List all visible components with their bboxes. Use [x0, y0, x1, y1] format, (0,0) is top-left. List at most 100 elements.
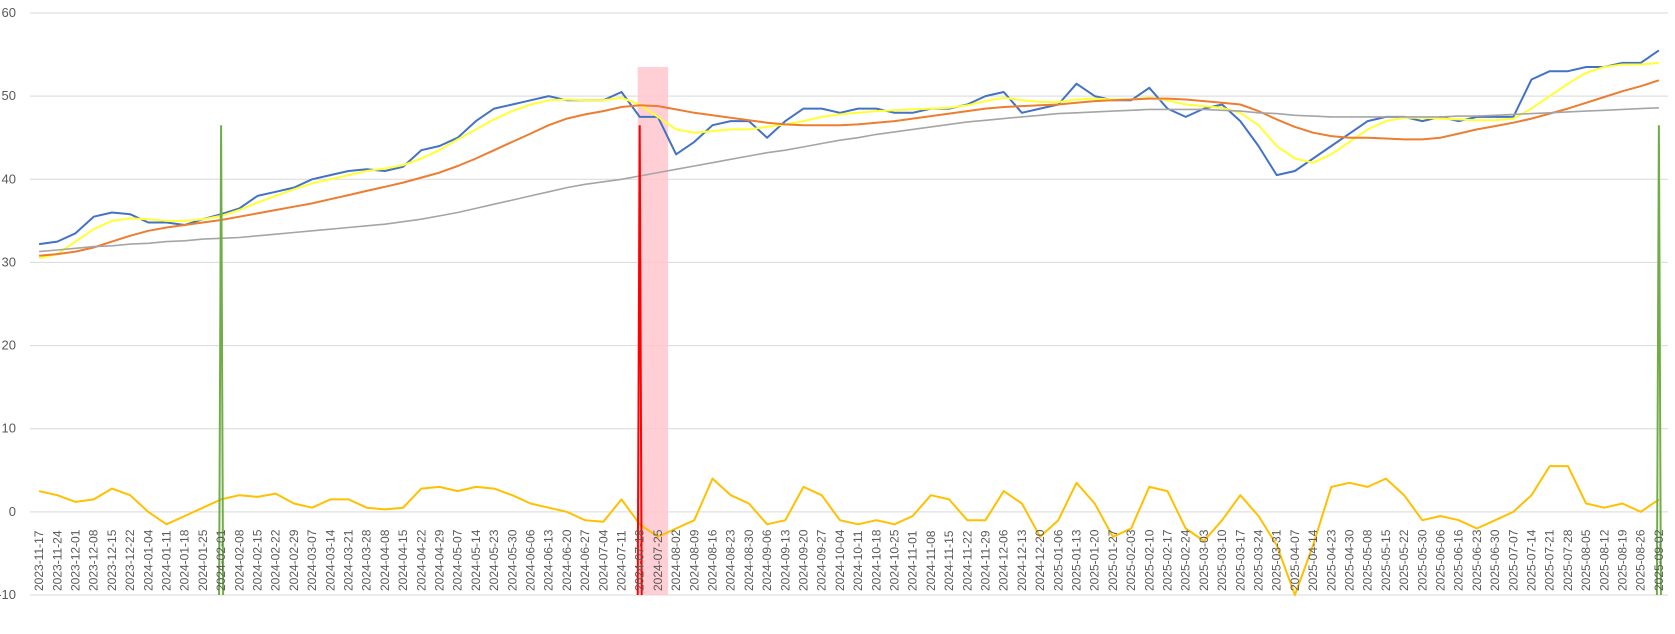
x-tick-label: 2023-11-17: [32, 530, 46, 591]
x-tick-label: 2024-03-14: [323, 529, 337, 591]
x-tick-label: 2024-01-25: [196, 529, 210, 591]
x-tick-label: 2024-07-25: [651, 529, 665, 591]
x-tick-label: 2025-04-30: [1343, 529, 1357, 591]
x-tick-label: 2024-06-06: [524, 529, 538, 591]
x-tick-label: 2025-06-30: [1488, 529, 1502, 591]
x-tick-label: 2025-04-14: [1306, 529, 1320, 591]
x-tick-label: 2024-06-27: [578, 529, 592, 591]
series-line-price: [38, 49, 1660, 246]
gridlines: [30, 12, 1668, 596]
x-tick-label: 2024-05-07: [451, 529, 465, 591]
x-tick-label: 2025-03-31: [1270, 529, 1284, 591]
series-lines: [38, 49, 1660, 596]
x-tick-label: 2023-12-22: [123, 529, 137, 591]
x-tick-label: 2024-12-13: [1015, 529, 1029, 591]
x-tick-label: 2024-02-29: [287, 529, 301, 591]
x-tick-label: 2024-07-04: [596, 529, 610, 591]
x-tick-label: 2025-02-10: [1142, 529, 1156, 591]
x-tick-label: 2025-03-10: [1215, 529, 1229, 591]
x-tick-label: 2025-01-06: [1051, 529, 1065, 591]
x-tick-label: 2024-12-20: [1033, 529, 1047, 591]
buy-signal-line: [1655, 125, 1662, 596]
x-tick-label: 2024-08-23: [724, 529, 738, 591]
x-tick-label: 2025-01-20: [1088, 529, 1102, 591]
x-tick-label: 2024-06-20: [560, 529, 574, 591]
x-tick-label: 2024-10-25: [888, 529, 902, 591]
y-tick-label: 50: [2, 88, 16, 103]
x-tick-label: 2025-08-12: [1597, 529, 1611, 591]
x-tick-label: 2025-05-08: [1361, 529, 1375, 591]
y-tick-label: 40: [2, 171, 16, 186]
x-tick-label: 2024-06-13: [542, 529, 556, 591]
x-tick-label: 2024-04-29: [433, 529, 447, 591]
x-tick-label: 2024-02-22: [269, 529, 283, 591]
x-tick-label: 2024-03-28: [360, 529, 374, 591]
x-axis: 2023-11-17 2023-11-24 2023-12-01 2023-12-08…: [32, 529, 1666, 591]
x-tick-label: 2025-08-05: [1579, 529, 1593, 591]
x-tick-label: 2025-06-23: [1470, 529, 1484, 591]
x-tick-label: 2024-05-30: [505, 529, 519, 591]
x-tick-label: 2025-01-27: [1106, 529, 1120, 591]
x-tick-label: 2024-09-06: [760, 529, 774, 591]
x-tick-label: 2025-03-24: [1252, 529, 1266, 591]
x-tick-label: 2024-08-02: [669, 529, 683, 591]
x-tick-label: 2024-09-13: [778, 529, 792, 591]
x-tick-label: 2024-04-15: [396, 529, 410, 591]
x-tick-label: 2025-06-16: [1452, 529, 1466, 591]
x-tick-label: 2024-11-15: [942, 530, 956, 591]
x-tick-label: 2025-01-13: [1070, 529, 1084, 591]
x-tick-label: 2024-01-11: [160, 530, 174, 591]
y-tick-label: 20: [2, 338, 16, 353]
x-tick-label: 2024-08-30: [742, 529, 756, 591]
signal-lines: [218, 125, 1662, 596]
x-tick-label: 2024-11-08: [924, 530, 938, 591]
x-tick-label: 2024-04-08: [378, 529, 392, 591]
x-tick-label: 2025-07-21: [1543, 529, 1557, 591]
x-tick-label: 2025-03-03: [1197, 529, 1211, 591]
y-axis: -10 0 10 20 30 40 50 60: [0, 5, 16, 602]
x-tick-label: 2024-03-21: [342, 529, 356, 591]
x-tick-label: 2025-05-30: [1415, 529, 1429, 591]
x-tick-label: 2025-08-19: [1616, 529, 1630, 591]
x-tick-label: 2025-06-06: [1434, 529, 1448, 591]
series-line-long_ma: [39, 107, 1659, 253]
y-tick-label: 0: [9, 504, 16, 519]
x-tick-label: 2024-11-22: [960, 530, 974, 591]
x-tick-label: 2024-08-16: [706, 529, 720, 591]
x-tick-label: 2024-09-20: [797, 529, 811, 591]
x-tick-label: 2025-09-02: [1652, 529, 1666, 591]
x-tick-label: 2025-04-23: [1324, 529, 1338, 591]
x-tick-label: 2024-04-22: [414, 529, 428, 591]
y-tick-label: -10: [0, 587, 16, 602]
y-tick-label: 30: [2, 254, 16, 269]
x-tick-label: 2025-03-17: [1233, 529, 1247, 591]
highlight-band: [637, 67, 669, 596]
x-tick-label: 2024-07-18: [633, 529, 647, 591]
x-tick-label: 2023-12-08: [87, 529, 101, 591]
sell-signal-line: [636, 125, 643, 596]
x-tick-label: 2024-11-01: [906, 530, 920, 591]
x-tick-label: 2024-05-14: [469, 529, 483, 591]
x-tick-label: 2024-03-07: [305, 529, 319, 591]
series-line-oscillator: [38, 465, 1660, 596]
x-tick-label: 2025-02-03: [1124, 529, 1138, 591]
x-tick-label: 2024-10-04: [833, 529, 847, 591]
x-tick-label: 2023-11-24: [50, 530, 64, 591]
x-tick-label: 2024-12-06: [997, 529, 1011, 591]
y-tick-label: 60: [2, 5, 16, 20]
series-line-slow_ma: [39, 79, 1660, 257]
x-tick-label: 2025-08-26: [1634, 529, 1648, 591]
x-tick-label: 2025-02-24: [1179, 529, 1193, 591]
x-tick-label: 2025-07-14: [1525, 529, 1539, 591]
x-tick-label: 2024-01-18: [178, 529, 192, 591]
x-tick-label: 2023-12-01: [69, 529, 83, 591]
x-tick-label: 2025-07-28: [1561, 529, 1575, 591]
x-tick-label: 2025-02-17: [1161, 529, 1175, 591]
x-tick-label: 2024-10-11: [851, 530, 865, 591]
x-tick-label: 2024-11-29: [979, 530, 993, 591]
x-tick-label: 2024-05-23: [487, 529, 501, 591]
x-tick-label: 2024-02-15: [251, 529, 265, 591]
buy-signal-line: [218, 125, 225, 596]
x-tick-label: 2024-09-27: [815, 529, 829, 591]
